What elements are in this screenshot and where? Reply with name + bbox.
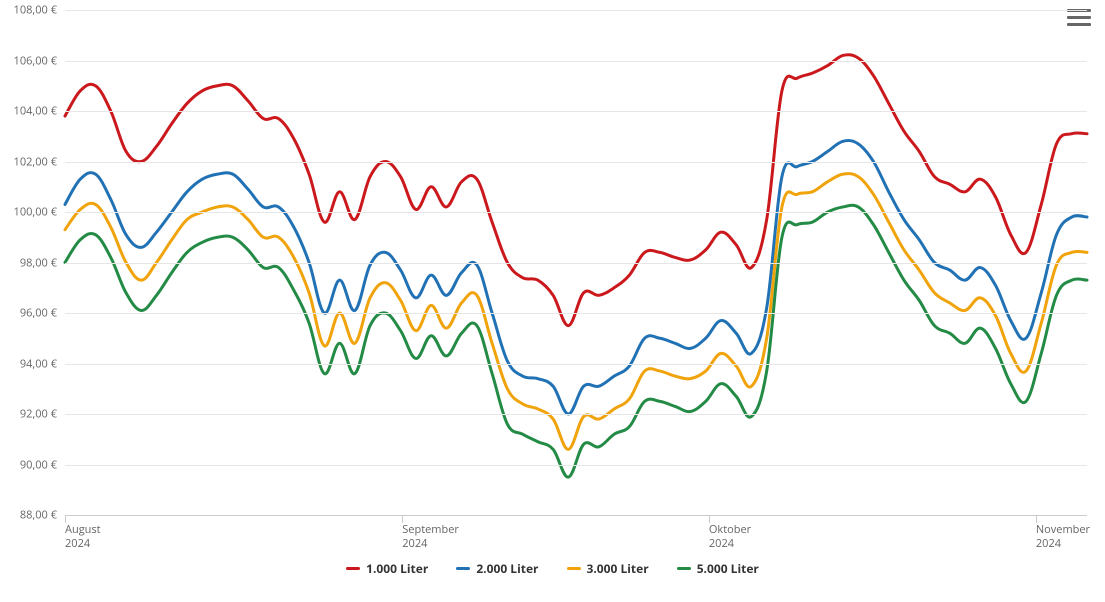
gridline — [65, 364, 1087, 365]
y-axis-label: 90,00 € — [20, 457, 65, 472]
gridline — [65, 10, 1087, 11]
gridline — [65, 465, 1087, 466]
legend-label: 3.000 Liter — [587, 560, 649, 577]
legend-swatch — [346, 567, 360, 570]
price-chart: 88,00 € 90,00 € 92,00 € 94,00 € 96,00 € 98,00… — [0, 0, 1105, 602]
x-axis-label: August2024 — [65, 523, 101, 551]
legend-label: 5.000 Liter — [697, 560, 759, 577]
y-axis-label: 100,00 € — [14, 205, 65, 220]
legend-item[interactable]: 1.000 Liter — [346, 560, 428, 577]
x-axis-label: Oktober2024 — [709, 523, 751, 551]
legend: 1.000 Liter 2.000 Liter 3.000 Liter 5.000 L… — [0, 560, 1105, 577]
y-axis-label: 92,00 € — [20, 407, 65, 422]
legend-label: 2.000 Liter — [476, 560, 538, 577]
legend-swatch — [456, 567, 470, 570]
series-line — [65, 55, 1087, 326]
gridline — [65, 61, 1087, 62]
y-axis-label: 106,00 € — [14, 53, 65, 68]
legend-label: 1.000 Liter — [366, 560, 428, 577]
y-axis-label: 96,00 € — [20, 306, 65, 321]
gridline — [65, 414, 1087, 415]
x-axis-label: November2024 — [1036, 523, 1090, 551]
gridline — [65, 212, 1087, 213]
series-line — [65, 141, 1087, 414]
y-axis-label: 104,00 € — [14, 104, 65, 119]
y-axis-label: 88,00 € — [20, 508, 65, 523]
legend-swatch — [567, 567, 581, 570]
gridline — [65, 162, 1087, 163]
y-axis-label: 98,00 € — [20, 255, 65, 270]
gridline — [65, 111, 1087, 112]
gridline — [65, 313, 1087, 314]
y-axis-label: 108,00 € — [14, 3, 65, 18]
legend-item[interactable]: 3.000 Liter — [567, 560, 649, 577]
plot-area: 88,00 €90,00 €92,00 €94,00 €96,00 €98,00… — [65, 10, 1087, 516]
y-axis-label: 102,00 € — [14, 154, 65, 169]
y-axis-label: 94,00 € — [20, 356, 65, 371]
legend-swatch — [677, 567, 691, 570]
legend-item[interactable]: 2.000 Liter — [456, 560, 538, 577]
gridline — [65, 263, 1087, 264]
legend-item[interactable]: 5.000 Liter — [677, 560, 759, 577]
x-axis-label: September2024 — [402, 523, 459, 551]
